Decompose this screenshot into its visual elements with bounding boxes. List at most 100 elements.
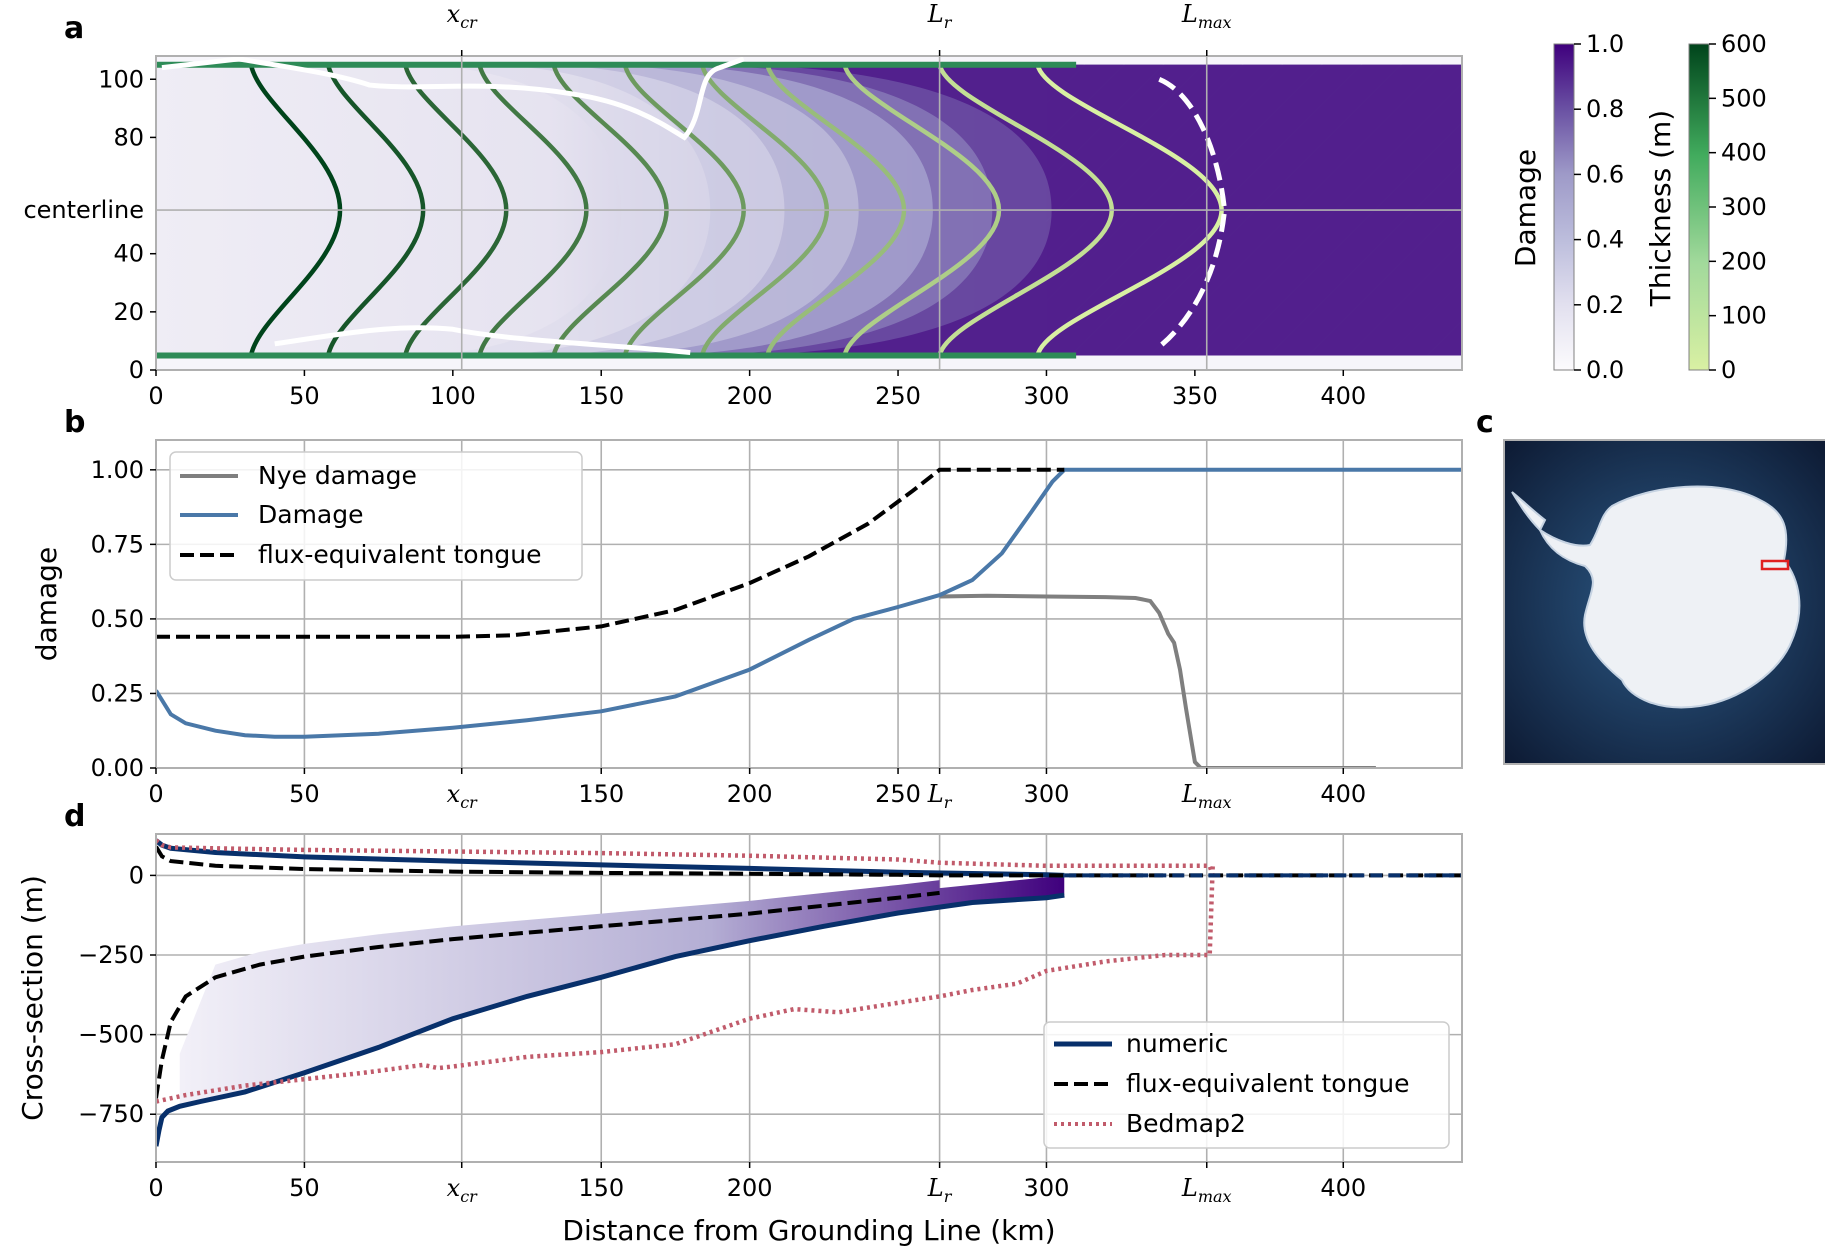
y-tick-label: 0: [129, 861, 144, 889]
x-tick-label: 200: [727, 780, 773, 808]
y-tick-label: −250: [78, 941, 144, 969]
x-tick-label: 50: [289, 1174, 320, 1202]
x-tick-label: 400: [1320, 780, 1366, 808]
y-tick-label: 20: [113, 298, 144, 326]
study-area-marker: [1760, 559, 1790, 571]
x-tick-label: 0: [148, 382, 163, 410]
series-line-flux-equivalent-tongue-surface: [156, 845, 1462, 878]
panel-a-x-ticks: 0 50 100 150 200 250 300 350 400: [148, 370, 1366, 410]
y-tick-label: 0.50: [91, 605, 144, 633]
thickness-colorbar-tick-label: 300: [1721, 193, 1767, 221]
marker-label-L_r: Lr: [927, 780, 953, 812]
damage-colorbar-ticks: 0.0 0.2 0.4 0.6 0.8 1.0: [1574, 30, 1624, 384]
x-tick-label: 0: [148, 780, 163, 808]
panel-a-heatmap: 0 50 100 150 200 250 300 350 400 0 20 40 80 100 cente…: [23, 0, 1463, 410]
panel-d-y-ticks: 0 −250 −500 −750: [78, 861, 156, 1128]
series-line-numeric-base: [156, 892, 1065, 1147]
x-tick-label: 150: [578, 1174, 624, 1202]
x-tick-label: 150: [578, 382, 624, 410]
legend-label-bedmap: Bedmap2: [1126, 1109, 1246, 1138]
legend-label-tongue: flux-equivalent tongue: [258, 540, 542, 569]
damage-colorbar-tick-label: 1.0: [1586, 30, 1624, 58]
x-tick-label: 200: [727, 1174, 773, 1202]
x-tick-label: 150: [578, 780, 624, 808]
x-tick-label: 350: [1172, 382, 1218, 410]
marker-label-L_r: Lr: [927, 0, 953, 32]
marker-label-L_max: Lmax: [1181, 780, 1232, 812]
damage-colorbar-tick-label: 0.6: [1586, 160, 1624, 188]
panel-b-x-ticks: 0 50 150 200 250 300 400 xcr Lr Lmax: [148, 768, 1366, 812]
x-tick-label: 400: [1320, 1174, 1366, 1202]
legend-label-nye: Nye damage: [258, 461, 417, 490]
panel-b-series: [156, 467, 1462, 768]
y-tick-label: 40: [113, 240, 144, 268]
thickness-colorbar-tick-label: 600: [1721, 30, 1767, 58]
panel-letter-b: b: [64, 405, 85, 440]
damage-colorbar-tick-label: 0.8: [1586, 95, 1624, 123]
x-tick-label: 400: [1320, 382, 1366, 410]
y-tick-label: 1.00: [91, 456, 144, 484]
panel-letter-d: d: [64, 799, 85, 834]
damage-colorbar-tick-label: 0.0: [1586, 356, 1624, 384]
x-tick-label: 0: [148, 1174, 163, 1202]
series-line-numeric-surface: [156, 838, 1065, 878]
marker-label-x_cr: xcr: [447, 0, 479, 32]
series-line-flux-equivalent-tongue-base: [156, 890, 940, 1099]
y-tick-label: 0.75: [91, 530, 144, 558]
marker-label-x_cr: xcr: [447, 780, 479, 812]
marker-label-L_max: Lmax: [1181, 1174, 1232, 1206]
marker-label-x_cr: xcr: [447, 1174, 479, 1206]
panel-d-y-label: Cross-section (m): [16, 875, 49, 1121]
damage-colorbar: [1553, 43, 1575, 371]
y-tick-label: −500: [78, 1021, 144, 1049]
panel-b-legend-box: [169, 451, 583, 581]
thickness-colorbar-tick-label: 200: [1721, 247, 1767, 275]
panel-b-legend: Nye damage Damage flux-equivalent tongue: [169, 451, 583, 581]
legend-label-damage: Damage: [258, 500, 364, 529]
damage-colorbar-tick-label: 0.2: [1586, 291, 1624, 319]
marker-label-L_max: Lmax: [1181, 0, 1232, 32]
panel-d-legend: numeric flux-equivalent tongue Bedmap2: [1043, 1021, 1450, 1149]
panel-b-y-ticks: 0.00 0.25 0.50 0.75 1.00: [91, 456, 156, 782]
thickness-colorbar-ticks: 0 100 200 300 400 500 600: [1709, 30, 1767, 384]
thickness-colorbar-tick-label: 500: [1721, 84, 1767, 112]
observed-front-dashed: [1157, 76, 1228, 349]
legend-label-numeric: numeric: [1126, 1029, 1228, 1058]
x-tick-label: 300: [1024, 382, 1070, 410]
x-tick-label: 50: [289, 382, 320, 410]
y-tick-label: 100: [98, 65, 144, 93]
y-tick-label: 0: [129, 356, 144, 384]
panel-d-cross-section: 0 50 150 200 300 400 xcr Lr Lmax 0 −250 −500 −750 C…: [16, 833, 1463, 1247]
panel-d-frame: [155, 833, 1463, 1163]
panel-d-x-ticks: 0 50 150 200 300 400 xcr Lr Lmax: [148, 1162, 1366, 1206]
thickness-colorbar-tick-label: 0: [1721, 356, 1736, 384]
thickness-colorbar-label: Thickness (m): [1644, 110, 1677, 307]
y-tick-label: −750: [78, 1100, 144, 1128]
damage-colorbar-tick-label: 0.4: [1586, 226, 1624, 254]
x-axis-label: Distance from Grounding Line (km): [562, 1214, 1055, 1247]
panel-a-grid: [156, 56, 1462, 370]
panel-a-marker-labels: xcr Lr Lmax: [447, 0, 1232, 56]
centerline-label: centerline: [23, 196, 144, 224]
y-tick-label: 0.00: [91, 754, 144, 782]
panel-a-y-ticks: 0 20 40 80 100 centerline: [23, 65, 156, 384]
y-tick-label: 0.25: [91, 679, 144, 707]
x-tick-label: 250: [875, 382, 921, 410]
panel-d-series: [156, 838, 1462, 1147]
panel-letter-a: a: [64, 11, 84, 46]
thickness-colorbar-tick-label: 100: [1721, 302, 1767, 330]
damage-colorbar-label: Damage: [1509, 149, 1542, 267]
x-tick-label: 250: [875, 780, 921, 808]
shelf-damage-fill: [179, 875, 1065, 1107]
panel-letter-c: c: [1476, 405, 1494, 440]
antarctic-peninsula: [1511, 491, 1547, 532]
panel-b-y-label: damage: [30, 547, 63, 661]
panel-b-line-chart: 0 50 150 200 250 300 400 xcr Lr Lmax 0.00 0.25 0.50…: [30, 439, 1463, 812]
series-line-flux-equivalent-tongue: [156, 467, 1065, 639]
series-line-bedmap--base: [156, 865, 1215, 1104]
thickness-colorbar-tick-label: 400: [1721, 139, 1767, 167]
x-tick-label: 300: [1024, 1174, 1070, 1202]
panel-d-legend-box: [1043, 1021, 1450, 1149]
colorbars: 0.0 0.2 0.4 0.6 0.8 1.0 0 100 200 300 400 500 600 D…: [1509, 30, 1767, 384]
